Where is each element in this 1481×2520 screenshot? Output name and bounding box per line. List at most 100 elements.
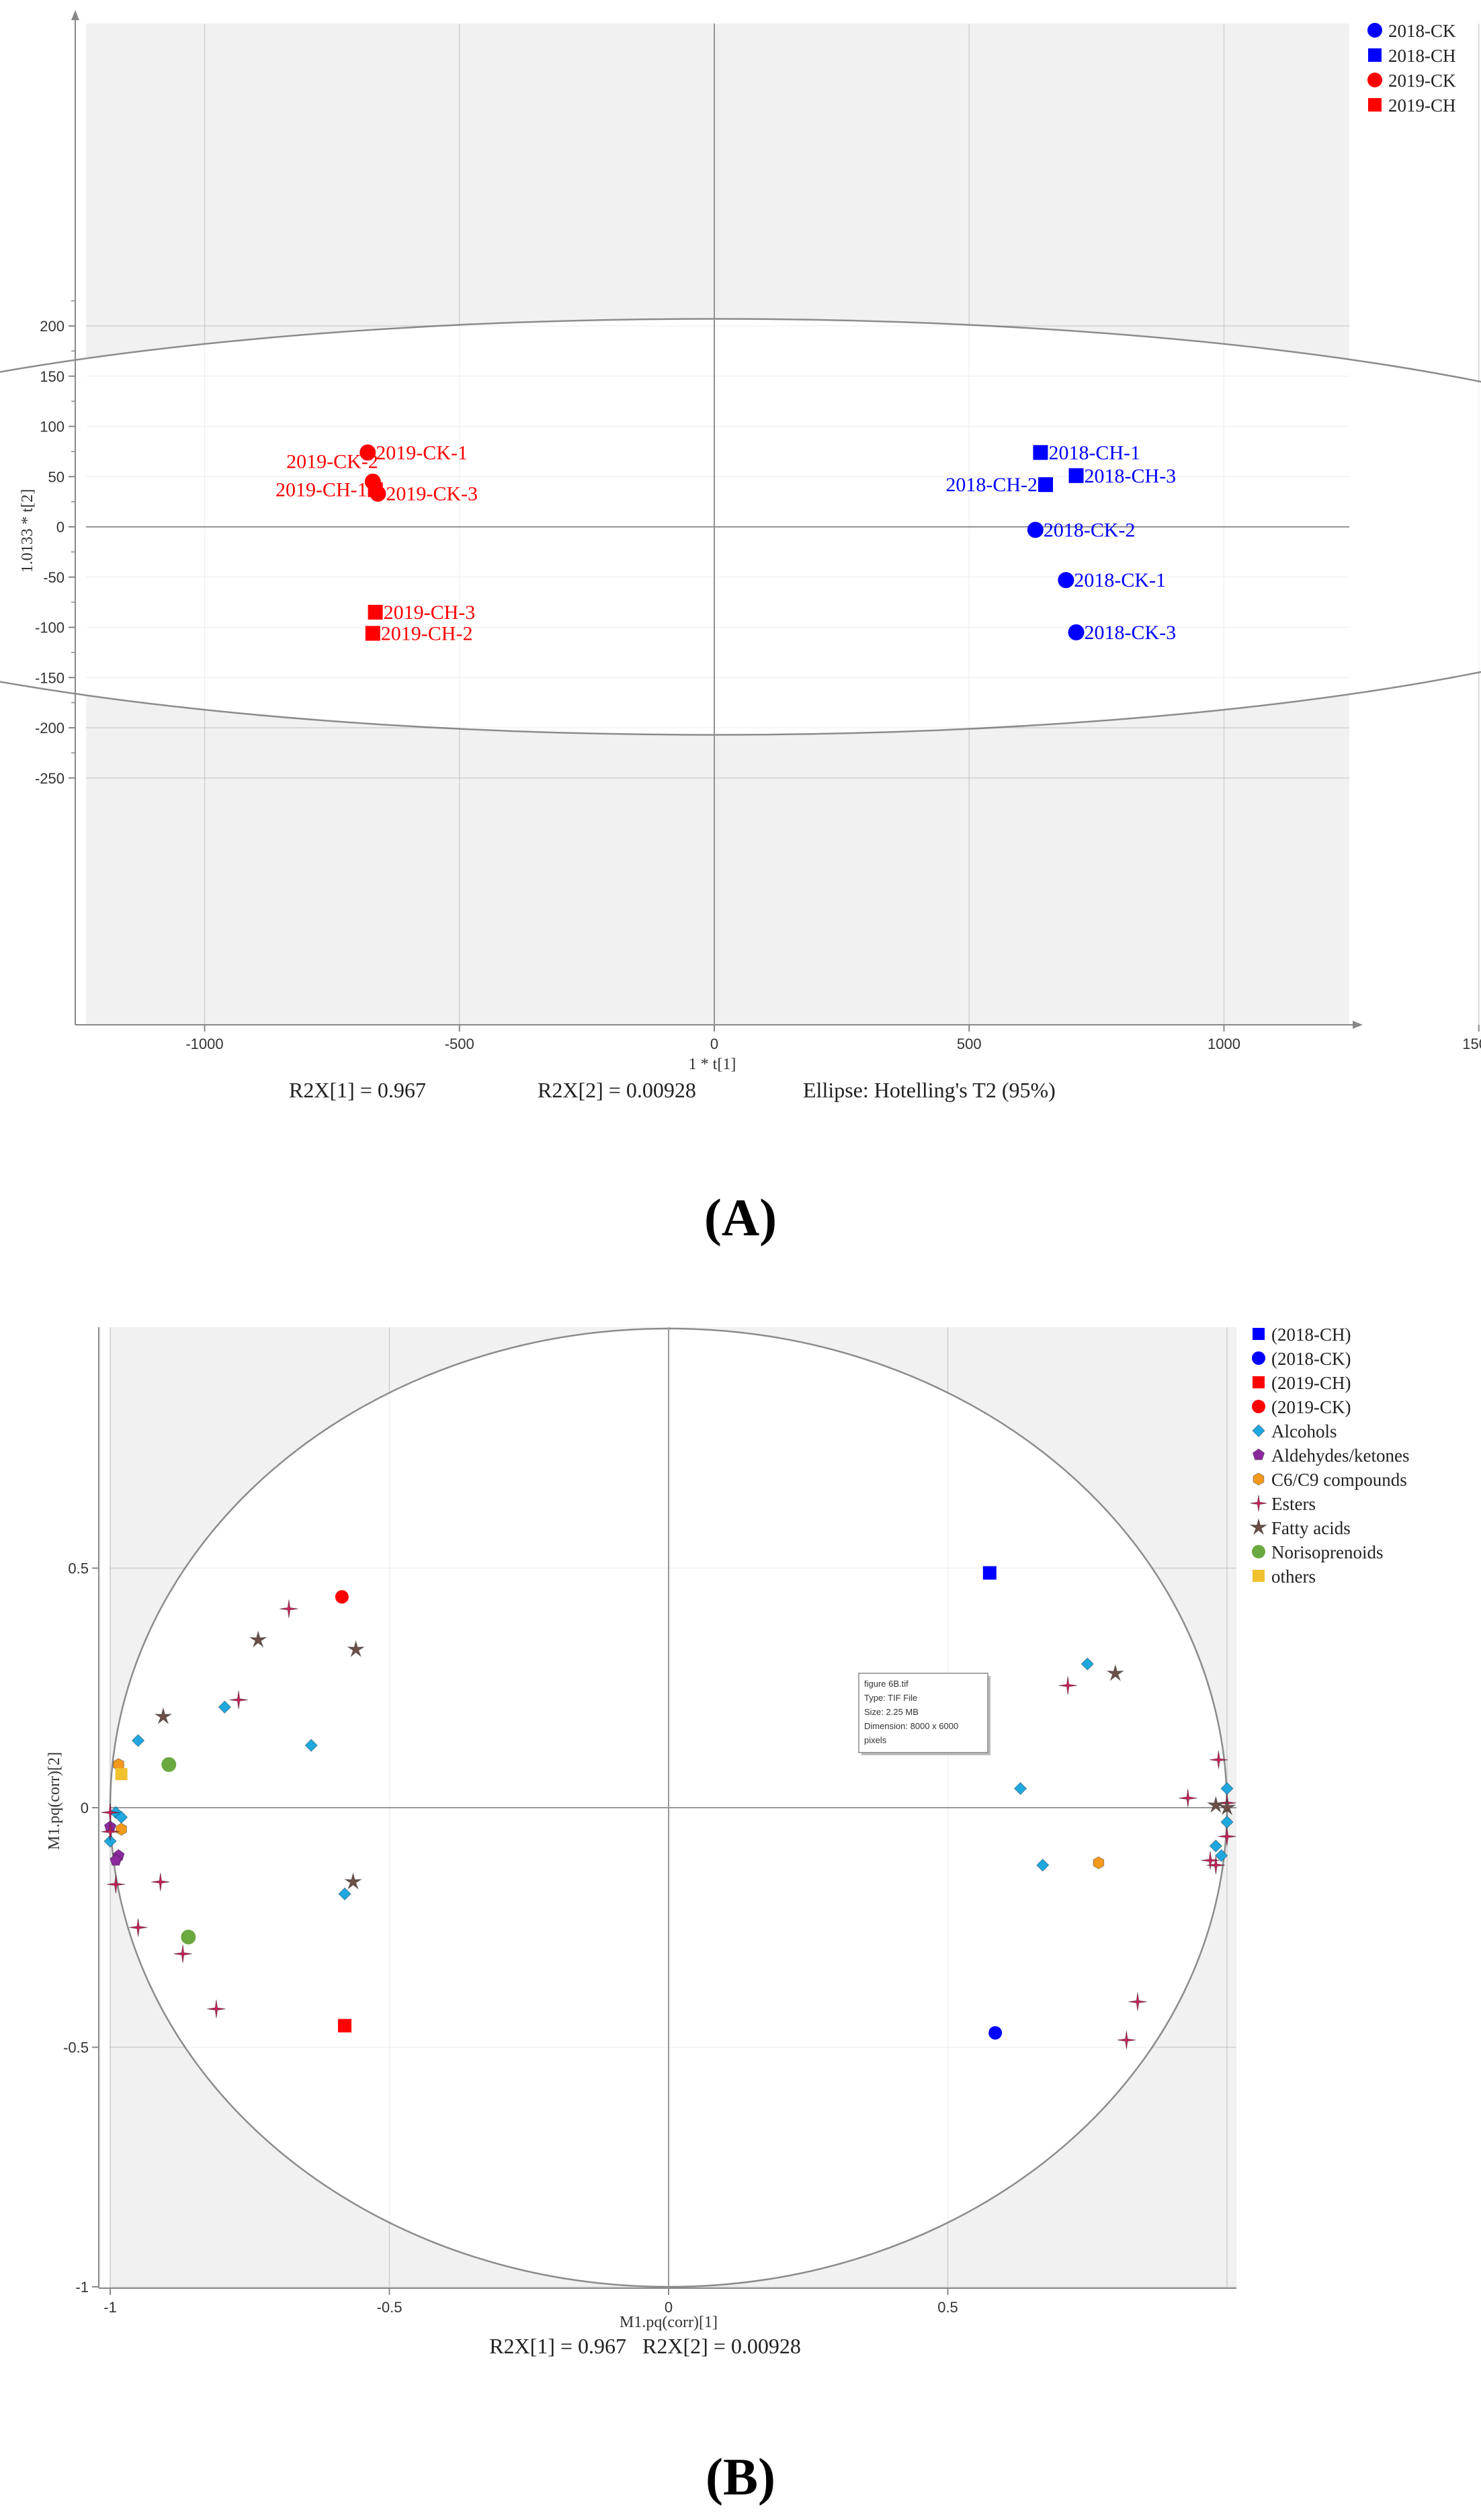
x-tick-label: -1 xyxy=(103,2299,117,2316)
plot-a-zero-lines xyxy=(86,24,1480,1025)
footer-r2x1-a: R2X[1] = 0.967 xyxy=(289,1078,426,1102)
legend-label: Aldehydes/ketones xyxy=(1271,1445,1409,1466)
loading-point-cross xyxy=(1128,1992,1147,2011)
loading-point-circle xyxy=(181,1929,196,1945)
loading-point-diamond xyxy=(1036,1858,1050,1872)
tooltip-line: Dimension: 8000 x 6000 xyxy=(864,1721,958,1731)
plot-a-legend: 2018-CK 2018-CH 2019-CK 2019-CH xyxy=(1367,21,1456,116)
data-point-2019-ck-3 xyxy=(370,485,386,502)
x-axis-label-a: 1 * t[1] xyxy=(689,1056,736,1073)
data-point-2019-ck-1 xyxy=(359,444,376,461)
legend-label: 2019-CH xyxy=(1388,95,1456,116)
loading-point-cross xyxy=(1209,1750,1228,1769)
loading-point-cross xyxy=(1117,2031,1136,2050)
x-axis-label-b: M1.pq(corr)[1] xyxy=(620,2314,718,2331)
legend-label: (2018-CK) xyxy=(1271,1349,1351,1369)
point-label: 2018-CK-3 xyxy=(1085,622,1177,644)
x-axis-arrow xyxy=(1353,1021,1363,1029)
x-tick-label: -500 xyxy=(445,1036,474,1052)
plot-a-axes: -2500-2000-1500-1000-5000500100015002000… xyxy=(35,10,1481,1052)
point-label: 2018-CK-1 xyxy=(1074,569,1166,591)
x-tick-label: 500 xyxy=(957,1036,982,1052)
loading-point-diamond xyxy=(1081,1657,1094,1671)
loading-point-cross xyxy=(151,1872,170,1892)
legend-marker-2019-ch xyxy=(1368,98,1382,112)
loading-point-diamond xyxy=(1214,1849,1228,1863)
loading-point-diamond xyxy=(1013,1781,1027,1796)
y-tick-label: -1 xyxy=(75,2279,89,2296)
point-label: 2018-CK-2 xyxy=(1044,519,1136,541)
legend-label: (2018-CH) xyxy=(1271,1325,1351,1345)
loading-point-hexagon xyxy=(1093,1856,1105,1870)
legend-label: Esters xyxy=(1271,1494,1316,1514)
data-point-2018-ck-1 xyxy=(1058,572,1074,589)
loading-point-cross xyxy=(101,1803,120,1822)
score-plot-panel: -2500-2000-1500-1000-5000500100015002000… xyxy=(0,10,1481,1247)
loading-point-cross xyxy=(1058,1676,1077,1695)
point-label: 2019-CH-1 xyxy=(276,479,368,501)
x-tick-label: 1500 xyxy=(1462,1036,1481,1052)
legend-marker--2018-ch- xyxy=(1253,1328,1265,1340)
plot-b-axes: -1 -0.5 0 0.5 -1 -0.5 0 0.5 xyxy=(63,1327,1236,2316)
y-tick-label: 100 xyxy=(40,419,65,435)
loading-point-cross xyxy=(173,1944,192,1964)
x-tick-label: -0.5 xyxy=(377,2299,403,2316)
point-label: 2019-CH-3 xyxy=(384,601,476,624)
y-axis-label-b: M1.pq(corr)[2] xyxy=(46,1752,63,1850)
legend-marker-norisoprenoids xyxy=(1252,1545,1265,1558)
legend-marker-2019-ck xyxy=(1367,73,1382,87)
y-tick-label: -250 xyxy=(35,770,65,787)
loading-point-cross xyxy=(207,1999,226,2019)
tooltip-line: Type: TIF File xyxy=(864,1693,917,1703)
x-tick-label: 1000 xyxy=(1208,1036,1240,1052)
y-tick-label: -200 xyxy=(35,720,65,737)
loading-point-diamond xyxy=(1209,1839,1223,1853)
footer-r2x2-a: R2X[2] = 0.00928 xyxy=(538,1078,696,1102)
data-point-2018-ch-2 xyxy=(1038,477,1054,493)
plot-b-points xyxy=(101,1566,1236,2050)
legend-label: Norisoprenoids xyxy=(1271,1542,1383,1562)
y-tick-label: 0 xyxy=(81,1800,89,1816)
y-tick-label: 50 xyxy=(48,468,65,485)
x-tick-label: -1000 xyxy=(185,1036,223,1052)
legend-marker-alcohols xyxy=(1252,1424,1265,1437)
loading-point-diamond xyxy=(304,1738,318,1753)
loading-point-circle xyxy=(161,1757,177,1772)
legend-marker-others xyxy=(1253,1570,1265,1582)
loading-point-cross xyxy=(229,1690,248,1710)
tooltip-line: pixels xyxy=(864,1735,887,1745)
legend-marker-2018-ck xyxy=(1367,23,1382,38)
y-tick-label: 0.5 xyxy=(68,1560,89,1577)
loading-point-star xyxy=(347,1640,366,1658)
footer-r2x-b: R2X[1] = 0.967 R2X[2] = 0.00928 xyxy=(489,2334,801,2358)
data-point-2018-ck-3 xyxy=(1068,624,1085,640)
x-tick-label: 0 xyxy=(665,2299,673,2316)
loading-point-hexagon xyxy=(116,1822,127,1836)
legend-marker-aldehydes-ketones xyxy=(1252,1448,1265,1460)
loading-point-cross xyxy=(106,1875,126,1894)
loading-point-star xyxy=(1218,1798,1236,1816)
y-axis-label-a: 1.0133 * t[2] xyxy=(19,489,36,573)
tooltip-box xyxy=(858,1673,988,1753)
legend-label: Alcohols xyxy=(1271,1421,1337,1441)
y-tick-label: -150 xyxy=(35,669,65,686)
loading-point-diamond xyxy=(338,1887,351,1901)
legend-label: (2019-CK) xyxy=(1271,1397,1351,1417)
loading-point-cross xyxy=(101,1822,120,1841)
loading-point-diamond xyxy=(218,1700,232,1714)
point-label: 2018-CH-2 xyxy=(945,474,1038,496)
data-point-2019-ch-3 xyxy=(368,605,383,620)
loading-point-cross xyxy=(1179,1788,1197,1808)
loading-point-cross xyxy=(128,1918,148,1937)
footer-ellipse-a: Ellipse: Hotelling's T2 (95%) xyxy=(803,1078,1056,1102)
y-axis-arrow xyxy=(71,10,79,20)
loading-point-star xyxy=(249,1630,267,1648)
data-point-2018-ch-1 xyxy=(1033,445,1048,460)
legend-label: 2018-CH xyxy=(1388,46,1456,66)
point-label: 2018-CH-1 xyxy=(1048,442,1140,464)
x-tick-label: 0.5 xyxy=(937,2299,958,2316)
loading-point-square xyxy=(115,1768,128,1781)
file-info-tooltip: figure 6B.tif Type: TIF File Size: 2.25 MB… xyxy=(858,1673,990,1755)
loading-point-cross xyxy=(1201,1851,1220,1870)
